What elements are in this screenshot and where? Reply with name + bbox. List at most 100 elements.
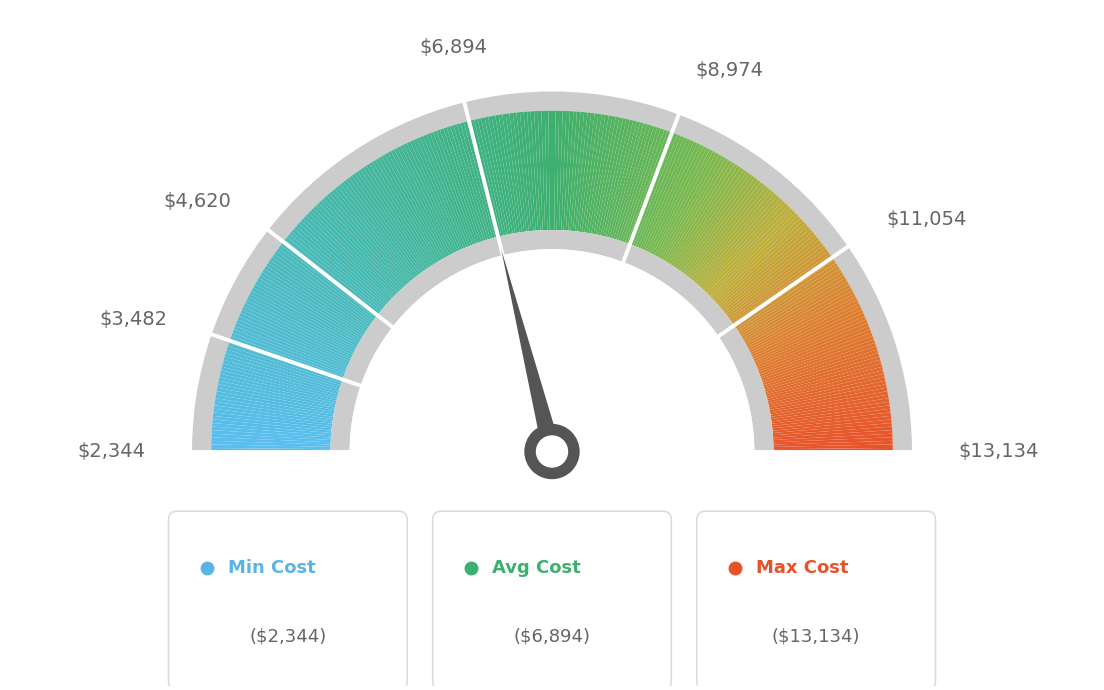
- Wedge shape: [773, 437, 893, 444]
- Wedge shape: [772, 408, 891, 426]
- Wedge shape: [773, 423, 892, 435]
- Wedge shape: [603, 119, 634, 237]
- Wedge shape: [697, 193, 777, 286]
- Wedge shape: [192, 92, 912, 451]
- Wedge shape: [659, 153, 720, 259]
- Wedge shape: [741, 272, 843, 337]
- Wedge shape: [496, 115, 518, 233]
- Wedge shape: [454, 124, 490, 239]
- Wedge shape: [236, 319, 348, 368]
- Wedge shape: [423, 135, 470, 246]
- Wedge shape: [360, 168, 429, 268]
- Wedge shape: [404, 143, 458, 252]
- Wedge shape: [316, 203, 401, 292]
- Wedge shape: [245, 300, 353, 355]
- Wedge shape: [499, 115, 520, 233]
- Wedge shape: [291, 229, 384, 308]
- Wedge shape: [646, 143, 700, 252]
- Wedge shape: [212, 426, 331, 437]
- Wedge shape: [596, 117, 623, 235]
- Wedge shape: [363, 166, 432, 267]
- Wedge shape: [575, 112, 591, 231]
- Wedge shape: [289, 232, 383, 310]
- Wedge shape: [534, 111, 543, 230]
- Wedge shape: [436, 130, 479, 243]
- Wedge shape: [294, 226, 385, 307]
- Wedge shape: [258, 275, 362, 339]
- Wedge shape: [523, 112, 535, 230]
- Wedge shape: [230, 336, 343, 379]
- Wedge shape: [248, 294, 355, 351]
- Wedge shape: [301, 218, 391, 302]
- Wedge shape: [705, 206, 790, 293]
- Wedge shape: [758, 326, 870, 372]
- Wedge shape: [367, 164, 433, 266]
- Wedge shape: [506, 113, 524, 232]
- Wedge shape: [226, 346, 341, 385]
- Wedge shape: [645, 141, 697, 251]
- Wedge shape: [531, 111, 540, 230]
- Wedge shape: [723, 235, 817, 312]
- Wedge shape: [561, 111, 570, 230]
- Wedge shape: [672, 166, 741, 267]
- Wedge shape: [216, 391, 333, 415]
- Wedge shape: [276, 248, 374, 322]
- Wedge shape: [552, 110, 555, 230]
- Wedge shape: [745, 284, 851, 345]
- Wedge shape: [280, 243, 376, 317]
- Wedge shape: [757, 323, 869, 370]
- Wedge shape: [680, 174, 752, 273]
- Text: Avg Cost: Avg Cost: [492, 560, 581, 578]
- Wedge shape: [343, 180, 418, 277]
- Wedge shape: [246, 297, 354, 353]
- Wedge shape: [314, 206, 399, 293]
- Wedge shape: [648, 145, 703, 253]
- FancyBboxPatch shape: [433, 511, 671, 690]
- Polygon shape: [501, 249, 561, 454]
- Wedge shape: [682, 176, 755, 274]
- Wedge shape: [761, 336, 874, 379]
- Wedge shape: [244, 303, 352, 357]
- Wedge shape: [299, 221, 389, 304]
- Wedge shape: [753, 310, 863, 362]
- Wedge shape: [488, 116, 512, 234]
- Wedge shape: [768, 381, 887, 408]
- Wedge shape: [724, 237, 819, 314]
- Wedge shape: [213, 413, 332, 428]
- Wedge shape: [215, 398, 333, 419]
- Wedge shape: [475, 119, 503, 236]
- Wedge shape: [627, 131, 671, 244]
- Wedge shape: [577, 113, 595, 232]
- Wedge shape: [730, 248, 828, 322]
- Wedge shape: [586, 115, 608, 233]
- Wedge shape: [491, 115, 516, 233]
- Wedge shape: [513, 112, 529, 231]
- Wedge shape: [225, 353, 340, 390]
- Wedge shape: [517, 112, 531, 231]
- Wedge shape: [729, 246, 826, 319]
- FancyBboxPatch shape: [697, 511, 935, 690]
- Wedge shape: [764, 353, 879, 390]
- Wedge shape: [667, 160, 732, 263]
- Wedge shape: [379, 157, 442, 261]
- Wedge shape: [721, 232, 815, 310]
- Wedge shape: [211, 437, 331, 444]
- Wedge shape: [549, 110, 552, 230]
- Wedge shape: [211, 441, 330, 447]
- Wedge shape: [728, 243, 824, 317]
- Wedge shape: [391, 150, 449, 256]
- Wedge shape: [765, 357, 880, 392]
- Wedge shape: [771, 395, 889, 417]
- Wedge shape: [774, 444, 893, 449]
- Wedge shape: [735, 260, 836, 329]
- Wedge shape: [763, 350, 879, 388]
- Wedge shape: [612, 124, 647, 239]
- Wedge shape: [217, 384, 335, 410]
- Wedge shape: [763, 346, 878, 385]
- Wedge shape: [481, 117, 508, 235]
- Wedge shape: [457, 124, 492, 239]
- Wedge shape: [340, 182, 416, 278]
- Wedge shape: [350, 249, 754, 451]
- Wedge shape: [268, 260, 369, 329]
- Wedge shape: [675, 168, 744, 268]
